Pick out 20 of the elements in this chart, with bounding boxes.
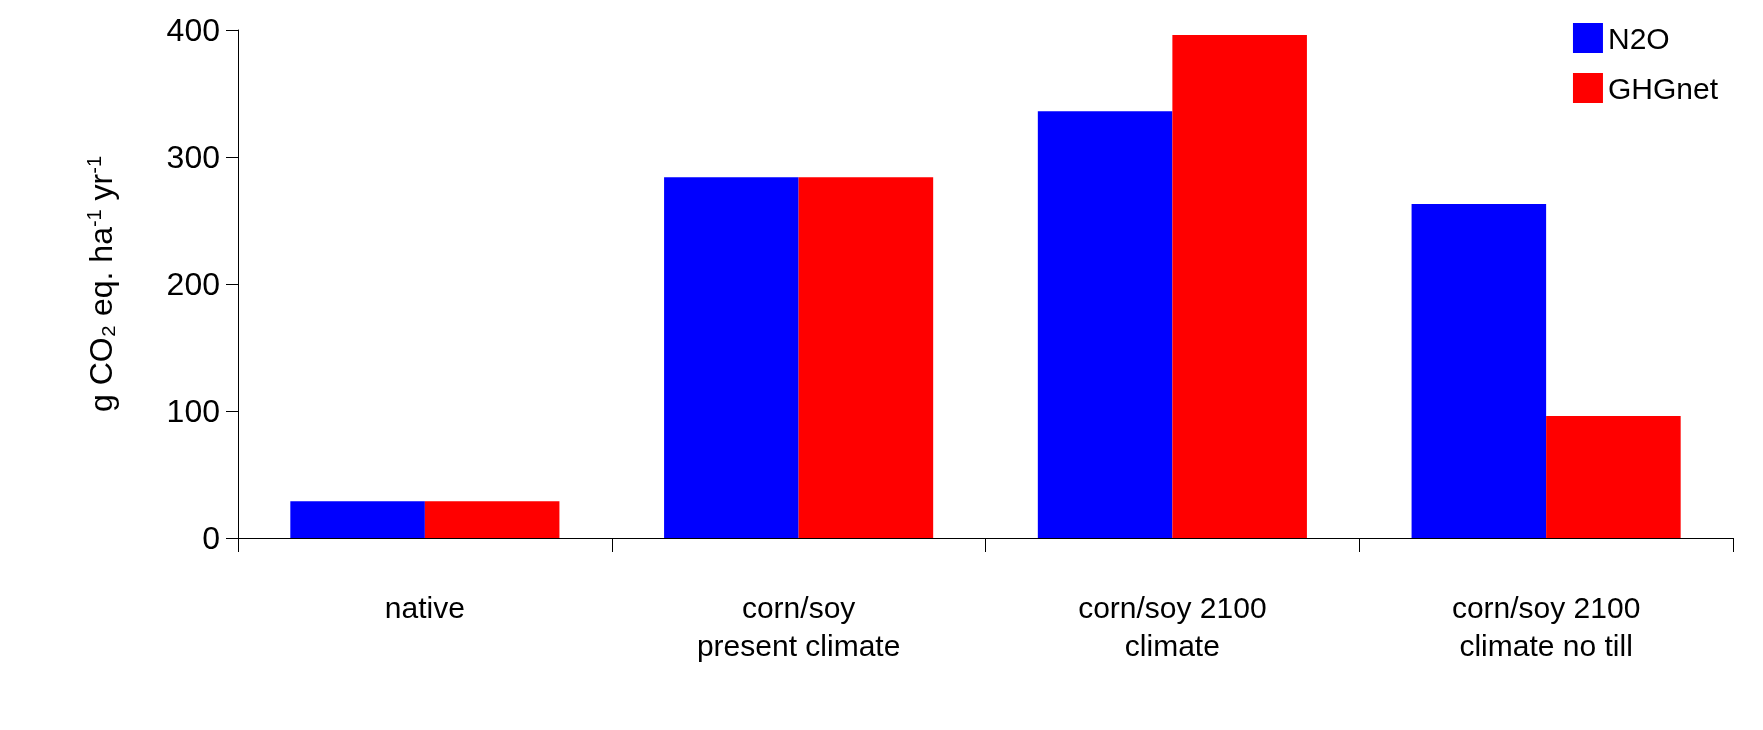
y-axis-title: g CO₂ eq. ha-1 yr-1	[83, 155, 119, 413]
bar	[290, 501, 425, 538]
y-tick-label: 400	[166, 12, 220, 48]
bar	[1546, 416, 1681, 538]
y-tick-label: 0	[202, 520, 220, 556]
bar	[1411, 203, 1547, 538]
x-tick-label: corn/soy 2100 climate no till	[1451, 590, 1641, 662]
legend-label: N2O	[1607, 21, 1670, 55]
y-tick-label: 300	[166, 139, 220, 175]
legend-label: GHGnet	[1607, 71, 1719, 105]
x-tick-label: native	[384, 590, 465, 624]
bar	[1037, 111, 1173, 538]
x-tick-label: corn/soy present climate	[696, 590, 901, 662]
x-tick-label: corn/soy 2100 climate	[1078, 590, 1267, 662]
bar	[424, 501, 560, 538]
y-tick-label: 100	[166, 393, 220, 429]
bar	[1172, 35, 1307, 538]
bar	[798, 177, 934, 538]
bar	[664, 177, 799, 538]
y-tick-label: 200	[166, 266, 220, 302]
